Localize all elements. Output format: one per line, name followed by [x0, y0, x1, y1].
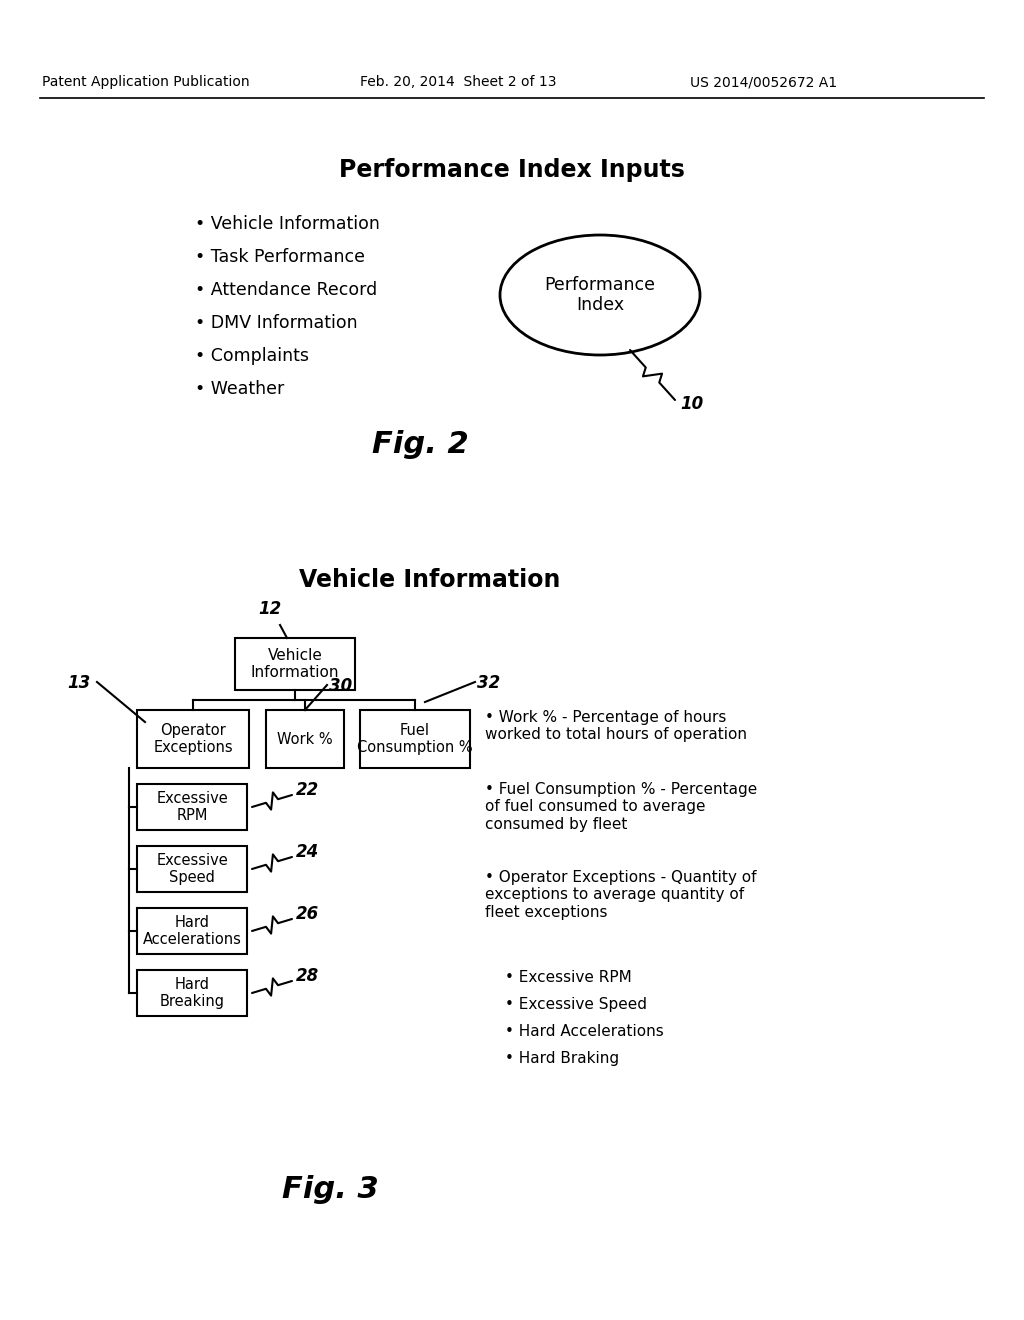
Text: • Hard Accelerations: • Hard Accelerations: [505, 1024, 664, 1039]
Text: 26: 26: [296, 906, 319, 923]
Bar: [137, 846, 247, 892]
Bar: [137, 970, 247, 1016]
Text: 28: 28: [296, 968, 319, 985]
Text: • Operator Exceptions - Quantity of
exceptions to average quantity of
fleet exce: • Operator Exceptions - Quantity of exce…: [485, 870, 757, 920]
Bar: [360, 710, 470, 768]
Text: Performance
Index: Performance Index: [545, 276, 655, 314]
Text: • Vehicle Information: • Vehicle Information: [195, 215, 380, 234]
Text: • Excessive RPM: • Excessive RPM: [505, 970, 632, 985]
Text: 13: 13: [67, 675, 90, 692]
Text: Fig. 2: Fig. 2: [372, 430, 468, 459]
Bar: [137, 784, 247, 830]
Text: Vehicle Information: Vehicle Information: [299, 568, 561, 591]
Text: 30: 30: [329, 677, 352, 696]
Text: • DMV Information: • DMV Information: [195, 314, 357, 333]
Text: Excessive
Speed: Excessive Speed: [156, 853, 228, 886]
Text: 12: 12: [258, 601, 282, 618]
Text: • Complaints: • Complaints: [195, 347, 309, 366]
Text: • Hard Braking: • Hard Braking: [505, 1051, 620, 1067]
Text: 22: 22: [296, 781, 319, 799]
Text: 32: 32: [477, 675, 501, 692]
Text: Feb. 20, 2014  Sheet 2 of 13: Feb. 20, 2014 Sheet 2 of 13: [360, 75, 556, 88]
Text: 10: 10: [680, 395, 703, 413]
Text: Hard
Accelerations: Hard Accelerations: [142, 915, 242, 948]
Text: Vehicle
Information: Vehicle Information: [251, 648, 339, 680]
Text: US 2014/0052672 A1: US 2014/0052672 A1: [690, 75, 838, 88]
Text: Fig. 3: Fig. 3: [282, 1175, 379, 1204]
Text: Hard
Breaking: Hard Breaking: [160, 977, 224, 1010]
Text: • Weather: • Weather: [195, 380, 285, 399]
Text: Excessive
RPM: Excessive RPM: [156, 791, 228, 824]
Text: Work %: Work %: [278, 731, 333, 747]
Bar: [234, 638, 355, 690]
Text: • Fuel Consumption % - Percentage
of fuel consumed to average
consumed by fleet: • Fuel Consumption % - Percentage of fue…: [485, 781, 758, 832]
Bar: [137, 710, 249, 768]
Text: 24: 24: [296, 843, 319, 861]
Text: • Attendance Record: • Attendance Record: [195, 281, 377, 300]
Text: • Task Performance: • Task Performance: [195, 248, 365, 267]
Bar: [137, 908, 247, 954]
Text: • Work % - Percentage of hours
worked to total hours of operation: • Work % - Percentage of hours worked to…: [485, 710, 746, 742]
Text: Operator
Exceptions: Operator Exceptions: [154, 723, 232, 755]
Text: • Excessive Speed: • Excessive Speed: [505, 997, 647, 1012]
Bar: [266, 710, 344, 768]
Text: Patent Application Publication: Patent Application Publication: [42, 75, 250, 88]
Text: Fuel
Consumption %: Fuel Consumption %: [357, 723, 473, 755]
Text: Performance Index Inputs: Performance Index Inputs: [339, 158, 685, 182]
